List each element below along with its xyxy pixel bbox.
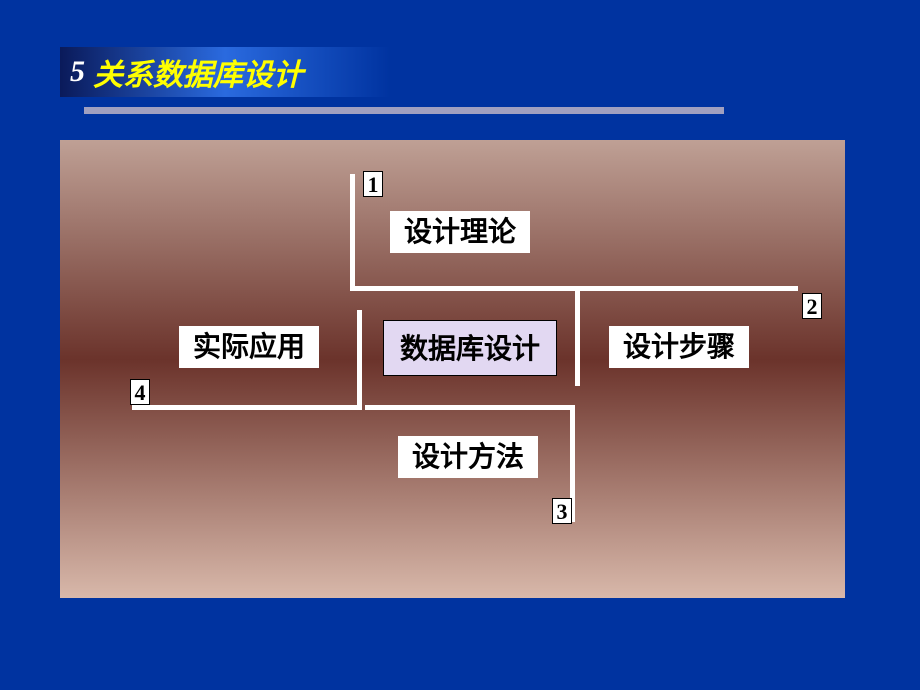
title-divider <box>84 107 724 114</box>
node-bottom: 设计方法 <box>398 436 538 478</box>
num-label-1: 1 <box>363 171 383 197</box>
connector-line <box>575 286 798 291</box>
node-top-label: 设计理论 <box>404 216 516 247</box>
diagram-panel: 数据库设计 设计理论 设计步骤 设计方法 实际应用 1 2 3 4 <box>60 140 845 598</box>
connector-line <box>365 405 575 410</box>
num-label-3-text: 3 <box>557 499 568 524</box>
node-right-label: 设计步骤 <box>623 331 735 362</box>
num-label-4-text: 4 <box>135 380 146 405</box>
title-banner: 5 关系数据库设计 <box>60 47 390 97</box>
num-label-2-text: 2 <box>807 294 818 319</box>
title-text: 关系数据库设计 <box>93 50 303 94</box>
connector-line <box>350 286 575 291</box>
node-right: 设计步骤 <box>609 326 749 368</box>
title-number: 5 <box>70 55 85 89</box>
node-center: 数据库设计 <box>383 320 557 376</box>
connector-line <box>357 310 362 410</box>
num-label-2: 2 <box>802 293 822 319</box>
node-left-label: 实际应用 <box>193 331 305 362</box>
num-label-4: 4 <box>130 379 150 405</box>
connector-line <box>132 405 357 410</box>
num-label-3: 3 <box>552 498 572 524</box>
connector-line <box>575 286 580 386</box>
node-top: 设计理论 <box>390 211 530 253</box>
node-left: 实际应用 <box>179 326 319 368</box>
connector-line <box>350 174 355 291</box>
num-label-1-text: 1 <box>368 172 379 197</box>
node-bottom-label: 设计方法 <box>412 441 524 472</box>
node-center-label: 数据库设计 <box>400 333 540 364</box>
